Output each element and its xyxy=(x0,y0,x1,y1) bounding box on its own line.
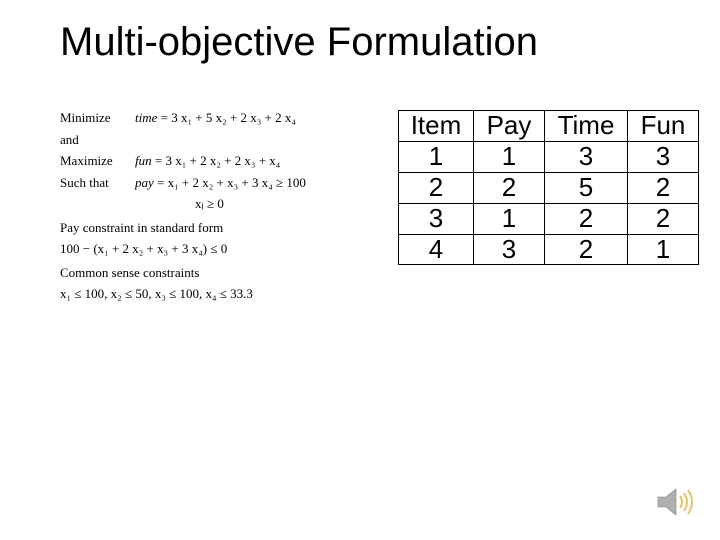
row-common-label: Common sense constraints xyxy=(60,263,380,283)
cell: 5 xyxy=(545,172,628,203)
expr-time: time = 3 x₁ + 5 x₂ + 2 x₃ + 2 x₄ xyxy=(135,108,380,128)
table-header-row: Item Pay Time Fun xyxy=(399,111,699,142)
cell: 4 xyxy=(399,234,474,265)
var-time: time xyxy=(135,110,157,125)
table-row: 3 1 2 2 xyxy=(399,203,699,234)
expr-paystd: 100 − (x₁ + 2 x₂ + x₃ + 3 x₄) ≤ 0 xyxy=(60,239,380,259)
cell: 2 xyxy=(399,172,474,203)
row-suchthat: Such that pay = x₁ + 2 x₂ + x₃ + 3 x₄ ≥ … xyxy=(60,173,380,193)
slide: Multi-objective Formulation Minimize tim… xyxy=(0,0,720,540)
expr-fun-rhs: = 3 x₁ + 2 x₂ + 2 x₃ + x₄ xyxy=(152,153,281,168)
var-pay: pay xyxy=(135,175,154,190)
label-nonneg xyxy=(60,194,135,214)
label-and: and xyxy=(60,130,135,150)
expr-fun: fun = 3 x₁ + 2 x₂ + 2 x₃ + x₄ xyxy=(135,151,380,171)
label-minimize: Minimize xyxy=(60,108,135,128)
row-paystd-expr: 100 − (x₁ + 2 x₂ + x₃ + 3 x₄) ≤ 0 xyxy=(60,239,380,259)
cell: 1 xyxy=(474,141,545,172)
speaker-icon xyxy=(656,486,696,518)
expr-pay: pay = x₁ + 2 x₂ + x₃ + 3 x₄ ≥ 100 xyxy=(135,173,380,193)
table-row: 1 1 3 3 xyxy=(399,141,699,172)
formulation-block: Minimize time = 3 x₁ + 5 x₂ + 2 x₃ + 2 x… xyxy=(60,108,380,306)
cell: 2 xyxy=(545,234,628,265)
row-and: and xyxy=(60,130,380,150)
var-fun: fun xyxy=(135,153,152,168)
expr-and xyxy=(135,130,380,150)
table-row: 2 2 5 2 xyxy=(399,172,699,203)
expr-nonneg: xⱼ ≥ 0 xyxy=(135,194,380,214)
cell: 2 xyxy=(474,172,545,203)
expr-time-rhs: = 3 x₁ + 5 x₂ + 2 x₃ + 2 x₄ xyxy=(157,110,295,125)
cell: 3 xyxy=(399,203,474,234)
col-time: Time xyxy=(545,111,628,142)
expr-common: x₁ ≤ 100, x₂ ≤ 50, x₃ ≤ 100, x₄ ≤ 33.3 xyxy=(60,284,380,304)
col-item: Item xyxy=(399,111,474,142)
page-title: Multi-objective Formulation xyxy=(60,20,680,65)
data-table: Item Pay Time Fun 1 1 3 3 2 2 5 2 3 1 xyxy=(398,110,699,265)
label-maximize: Maximize xyxy=(60,151,135,171)
label-suchthat: Such that xyxy=(60,173,135,193)
col-fun: Fun xyxy=(628,111,699,142)
row-nonneg: xⱼ ≥ 0 xyxy=(60,194,380,214)
cell: 1 xyxy=(474,203,545,234)
row-paystd-label: Pay constraint in standard form xyxy=(60,218,380,238)
cell: 1 xyxy=(399,141,474,172)
row-minimize: Minimize time = 3 x₁ + 5 x₂ + 2 x₃ + 2 x… xyxy=(60,108,380,128)
cell: 2 xyxy=(628,203,699,234)
col-pay: Pay xyxy=(474,111,545,142)
expr-pay-rhs: = x₁ + 2 x₂ + x₃ + 3 x₄ ≥ 100 xyxy=(154,175,306,190)
row-maximize: Maximize fun = 3 x₁ + 2 x₂ + 2 x₃ + x₄ xyxy=(60,151,380,171)
cell: 2 xyxy=(545,203,628,234)
label-paystd: Pay constraint in standard form xyxy=(60,218,380,238)
cell: 3 xyxy=(545,141,628,172)
cell: 3 xyxy=(474,234,545,265)
cell: 1 xyxy=(628,234,699,265)
label-common: Common sense constraints xyxy=(60,263,380,283)
cell: 2 xyxy=(628,172,699,203)
row-common-expr: x₁ ≤ 100, x₂ ≤ 50, x₃ ≤ 100, x₄ ≤ 33.3 xyxy=(60,284,380,304)
table-row: 4 3 2 1 xyxy=(399,234,699,265)
cell: 3 xyxy=(628,141,699,172)
